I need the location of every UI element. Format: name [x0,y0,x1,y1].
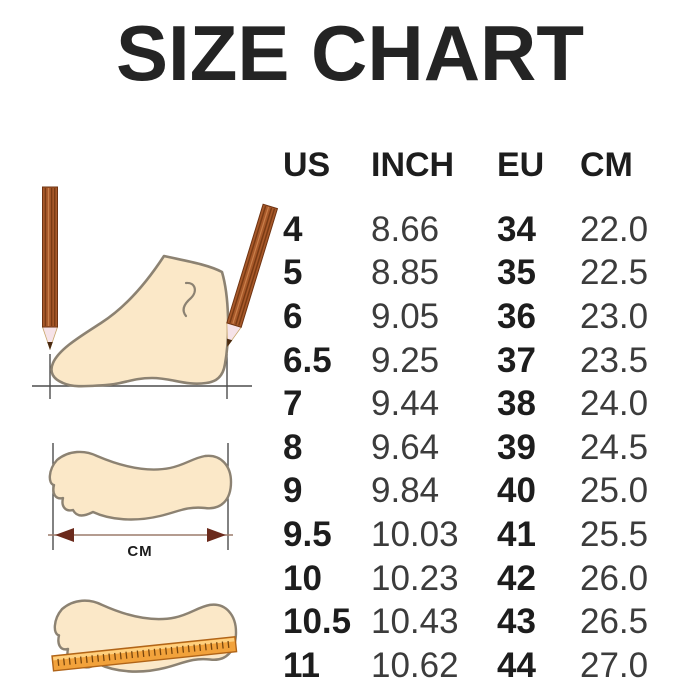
size-table-body: 4 8.66 34 22.0 5 8.85 35 22.5 6 9.05 36 23.0 6.5 9.25… [283,208,675,688]
footprint-icon [48,450,233,521]
cell-cm: 22.5 [580,253,649,293]
ankle-curve-mark [182,281,196,318]
cell-eu: 34 [497,209,536,249]
page-title: SIZE CHART [116,9,584,97]
column-header-eu: EU [497,145,545,184]
cell-us: 7 [283,384,303,424]
cm-unit-label: CM [127,543,152,560]
foot-side-measure-illustration [32,186,278,399]
cell-eu: 42 [497,558,536,598]
cell-cm: 26.0 [580,558,649,598]
cell-eu: 36 [497,296,536,336]
cell-inch: 9.44 [371,384,440,424]
cell-cm: 23.5 [580,340,649,380]
cell-cm: 24.0 [580,384,649,424]
cell-eu: 43 [497,602,536,642]
cell-eu: 35 [497,253,536,293]
cell-cm: 26.5 [580,602,649,642]
cell-inch: 10.43 [371,602,459,642]
cell-us: 5 [283,253,303,293]
foot-side-icon [50,254,230,388]
cell-eu: 41 [497,514,536,554]
cell-us: 9.5 [283,514,332,554]
cell-cm: 25.5 [580,514,649,554]
cell-us: 9 [283,471,303,511]
cell-eu: 44 [497,645,536,685]
ruler-icon [51,635,238,672]
size-table-header: US INCH EU CM [283,142,675,188]
cell-inch: 9.64 [371,427,440,467]
cell-inch: 9.25 [371,340,440,380]
cell-inch: 9.84 [371,471,440,511]
cell-us: 8 [283,427,303,467]
column-header-inch: INCH [371,145,455,184]
cell-eu: 39 [497,427,536,467]
cell-cm: 25.0 [580,471,649,511]
pencil-right-icon [226,203,278,348]
cell-inch: 9.05 [371,296,440,336]
cell-cm: 24.5 [580,427,649,467]
cell-cm: 22.0 [580,209,649,249]
arrowhead-right [207,528,226,542]
column-header-us: US [283,145,331,184]
cell-us: 4 [283,209,303,249]
size-table: US INCH EU CM 4 8.66 34 22.0 5 8.85 35 22.5 6 9.0… [283,142,675,688]
cell-eu: 37 [497,340,536,380]
cell-inch: 10.23 [371,558,459,598]
cell-inch: 8.85 [371,253,440,293]
cell-inch: 8.66 [371,209,440,249]
arrowhead-left [55,528,74,542]
cell-us: 10.5 [283,602,352,642]
cell-cm: 27.0 [580,645,649,685]
footprint-length-illustration: CM [48,443,233,560]
cell-inch: 10.62 [371,645,459,685]
column-header-cm: CM [580,145,633,184]
cell-us: 10 [283,558,322,598]
cell-cm: 23.0 [580,296,649,336]
cell-us: 6.5 [283,340,332,380]
cell-inch: 10.03 [371,514,459,554]
cell-eu: 38 [497,384,536,424]
cell-us: 11 [283,645,320,685]
footprint-ruler-illustration [51,599,238,673]
cell-eu: 40 [497,471,536,511]
pencil-left-icon [41,186,59,351]
cell-us: 6 [283,296,303,336]
